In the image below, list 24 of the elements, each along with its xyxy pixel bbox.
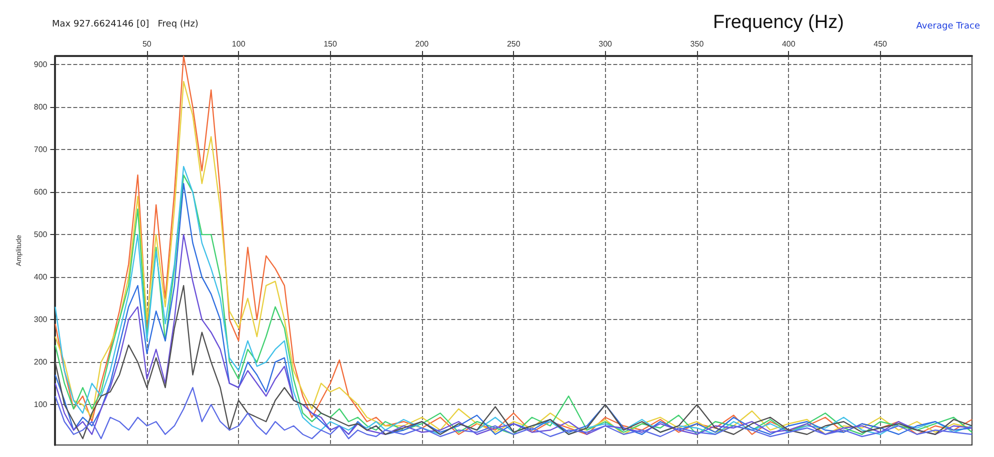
text: Average Trace bbox=[916, 22, 980, 32]
x-tick-label: 350 bbox=[690, 40, 704, 48]
y-tick-label: 400 bbox=[34, 272, 48, 282]
line-series bbox=[54, 387, 973, 440]
y-tick-label: 200 bbox=[34, 358, 48, 367]
x-tick-label: 150 bbox=[324, 40, 338, 48]
x-tick-label: 250 bbox=[506, 40, 521, 48]
chart-title: Frequency (Hz) bbox=[713, 12, 844, 33]
x-tick-label: 450 bbox=[874, 40, 888, 48]
y-tick-label: 300 bbox=[34, 315, 48, 324]
text: Max 927.6624146 [0] Freq (Hz) bbox=[52, 20, 198, 30]
y-tick-label: 900 bbox=[34, 60, 48, 70]
line-series bbox=[54, 234, 973, 435]
y-tick-label: 500 bbox=[34, 230, 48, 240]
line-series bbox=[54, 284, 973, 440]
x-tick-label: 400 bbox=[782, 40, 796, 48]
y-tick-label: 100 bbox=[34, 400, 48, 410]
y-tick-label: 600 bbox=[34, 188, 48, 197]
x-tick-label: 100 bbox=[232, 40, 246, 48]
x-tick-label: 200 bbox=[415, 40, 430, 48]
x-tick-label: 300 bbox=[598, 40, 613, 48]
x-tick-label: 50 bbox=[142, 40, 152, 48]
y-tick-label: 800 bbox=[34, 102, 48, 112]
y-tick-label: 700 bbox=[34, 145, 48, 154]
